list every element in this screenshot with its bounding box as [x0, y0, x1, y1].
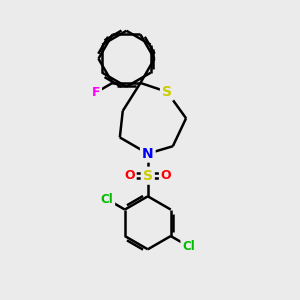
- Text: S: S: [162, 85, 172, 99]
- Text: N: N: [142, 147, 154, 160]
- Text: Cl: Cl: [182, 240, 195, 253]
- Text: F: F: [92, 86, 100, 99]
- Text: O: O: [124, 169, 135, 182]
- Text: S: S: [143, 169, 153, 183]
- Text: Cl: Cl: [100, 193, 113, 206]
- Text: O: O: [161, 169, 171, 182]
